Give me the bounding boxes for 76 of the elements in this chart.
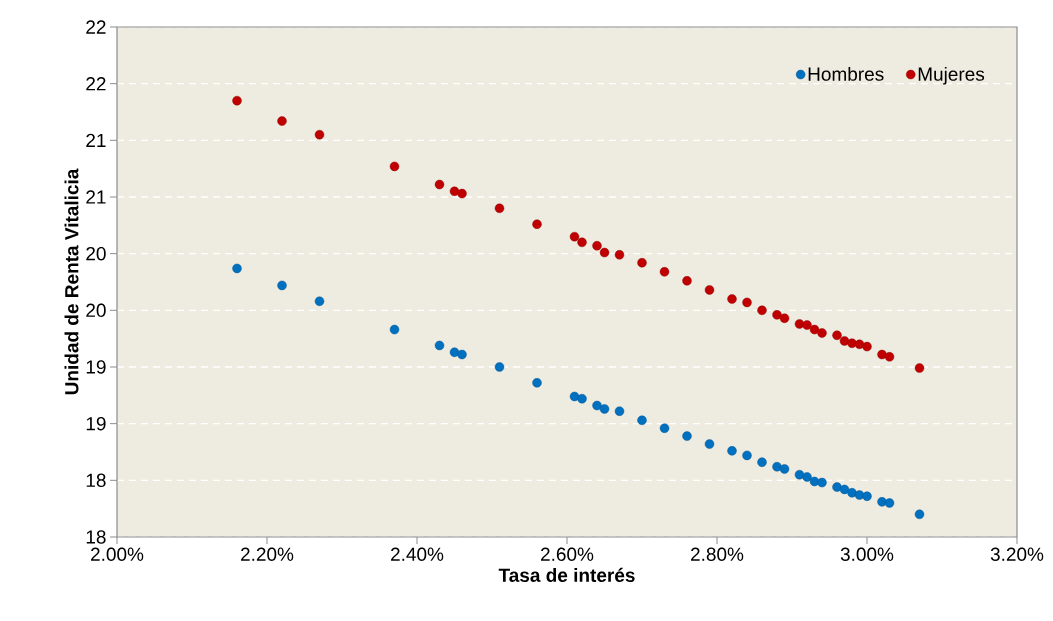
point (532, 378, 542, 388)
point (779, 313, 790, 323)
point (637, 415, 647, 425)
point (704, 439, 715, 449)
point (457, 349, 467, 360)
y-tick-label: 20 (86, 246, 106, 261)
point (914, 363, 925, 373)
point (817, 328, 827, 338)
point (592, 400, 602, 411)
point (232, 263, 242, 274)
point (884, 498, 895, 508)
point (614, 406, 625, 416)
x-tick-label: 2.20% (241, 547, 294, 561)
point (809, 324, 820, 335)
point (599, 404, 610, 414)
point (862, 341, 872, 352)
point (862, 491, 872, 501)
point (659, 267, 670, 277)
point (914, 509, 925, 520)
point (577, 394, 587, 404)
legend-label: Mujeres (918, 66, 985, 85)
legend-label: Hombres (808, 66, 884, 81)
point (577, 237, 587, 248)
point (682, 431, 692, 441)
x-axis-title: Tasa de interés (498, 567, 635, 582)
point (757, 457, 767, 467)
point (727, 446, 737, 456)
x-tick-label: 2.40% (391, 547, 444, 561)
point (314, 296, 325, 306)
x-tick-label: 2.00% (91, 547, 144, 561)
point (494, 362, 505, 372)
point (839, 484, 850, 495)
point (742, 450, 752, 461)
point (314, 129, 325, 140)
y-tick-label: 21 (86, 133, 106, 147)
point (839, 336, 850, 346)
y-tick-label: 20 (86, 303, 106, 318)
point (277, 280, 287, 291)
point (232, 95, 242, 106)
point (592, 241, 602, 251)
point (832, 330, 842, 340)
y-tick-label: 22 (86, 20, 106, 34)
y-tick-label: 18 (86, 473, 106, 488)
point (802, 320, 812, 330)
point (802, 472, 812, 482)
x-tick-label: 3.20% (990, 547, 1044, 561)
point (884, 352, 895, 362)
point (614, 250, 625, 260)
y-tick-label: 19 (86, 416, 106, 431)
point (704, 285, 715, 295)
y-tick-label: 19 (86, 360, 106, 374)
point (637, 258, 647, 268)
point (659, 423, 670, 433)
y-tick-label: 21 (86, 190, 106, 204)
point (434, 179, 445, 190)
point (457, 188, 467, 199)
point (599, 247, 610, 258)
point (494, 203, 505, 214)
point (389, 324, 400, 335)
x-tick-label: 3.00% (840, 547, 894, 561)
point (277, 116, 287, 126)
point (434, 340, 445, 351)
point (757, 305, 767, 316)
point (742, 297, 752, 308)
y-tick-label: 18 (86, 530, 106, 544)
point (569, 231, 580, 242)
point (682, 276, 692, 286)
x-tick-label: 2.60% (541, 547, 594, 561)
y-tick-label: 22 (86, 77, 106, 91)
x-tick-label: 2.80% (691, 547, 744, 561)
y-axis-title: Unidad de Renta Vitalicia (64, 168, 79, 395)
point (727, 294, 737, 304)
point (532, 219, 542, 229)
point (817, 477, 827, 488)
point (389, 161, 400, 172)
point (779, 464, 790, 474)
